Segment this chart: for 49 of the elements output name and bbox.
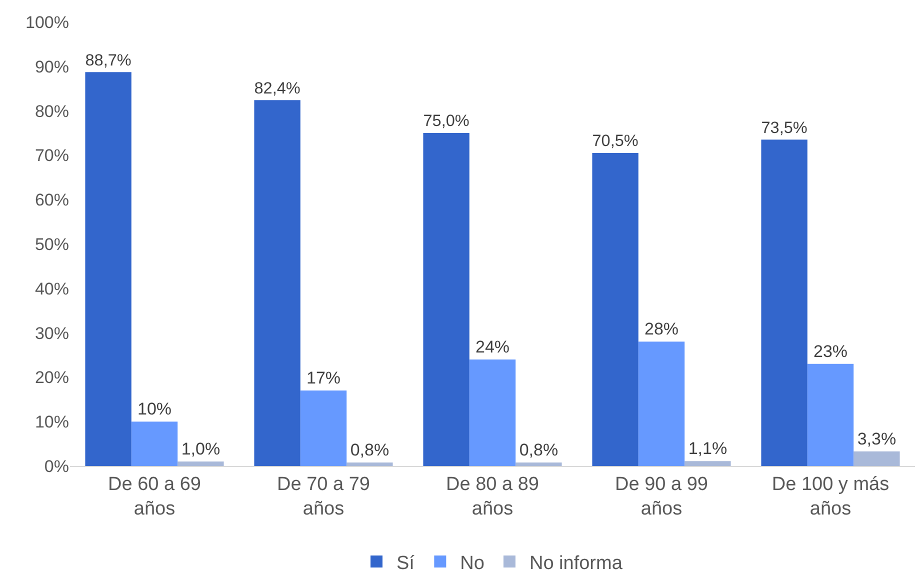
y-tick-label: 80% (34, 102, 69, 121)
data-label: 0,8% (519, 440, 558, 460)
legend-label: No informa (529, 552, 623, 574)
y-tick-label: 60% (34, 190, 69, 210)
y-tick-label: 70% (34, 146, 69, 166)
x-tick-label: De 100 y más años (772, 474, 890, 520)
data-label: 82,4% (254, 79, 300, 98)
y-tick-label: 20% (34, 368, 69, 388)
y-tick-label: 30% (34, 324, 69, 343)
data-label: 75,0% (423, 112, 470, 130)
x-tick-label: De 70 a 79 años (277, 474, 370, 520)
bar (300, 390, 347, 466)
data-label: 24% (475, 337, 510, 356)
bar (346, 462, 393, 466)
bar (85, 72, 132, 466)
legend-label: Sí (396, 552, 416, 574)
y-tick-label: 50% (34, 234, 69, 254)
bar (854, 451, 900, 466)
data-label: 17% (306, 368, 341, 388)
y-tick-label: 100% (26, 12, 69, 32)
bar (592, 152, 638, 466)
data-label: 73,5% (761, 118, 808, 137)
data-label: 0,8% (350, 440, 390, 460)
bar (423, 133, 470, 466)
bar (469, 359, 516, 466)
y-tick-label: 40% (34, 279, 69, 298)
x-tick-label: De 60 a 69 años (108, 474, 201, 520)
bar (254, 100, 300, 466)
data-label: 10% (137, 400, 172, 419)
data-label: 1,1% (688, 439, 728, 458)
x-tick-label: De 90 a 99 años (615, 474, 708, 520)
data-label: 70,5% (592, 132, 638, 150)
legend-label: No (460, 552, 484, 574)
bar (131, 422, 178, 466)
bar (761, 140, 808, 466)
data-label: 1,0% (181, 440, 220, 459)
data-label: 23% (813, 342, 848, 361)
x-tick-label: De 80 a 89 años (446, 474, 539, 520)
bar (684, 461, 731, 466)
bar (516, 462, 562, 466)
data-label: 3,3% (857, 429, 896, 448)
y-tick-label: 90% (34, 57, 69, 76)
bar (807, 364, 854, 466)
bar (178, 462, 224, 466)
y-tick-label: 10% (34, 412, 69, 432)
y-tick-label: 0% (44, 456, 69, 476)
data-label: 88,7% (85, 51, 132, 70)
bar (638, 342, 685, 466)
data-label: 28% (644, 320, 679, 339)
